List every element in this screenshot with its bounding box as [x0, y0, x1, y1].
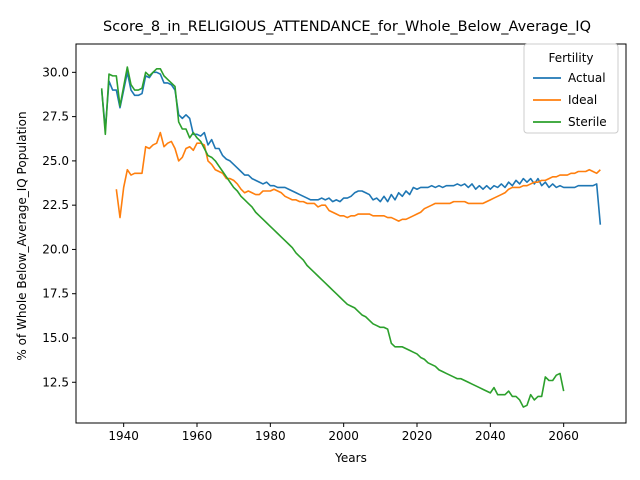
y-tick-label: 22.5 [42, 198, 69, 212]
x-axis-label: Years [334, 451, 367, 465]
axes-frame [75, 43, 627, 424]
legend-label-sterile: Sterile [568, 115, 607, 129]
plot-area [75, 43, 627, 424]
legend-box [523, 43, 619, 134]
x-tick-label: 2000 [328, 429, 359, 443]
y-tick-label: 20.0 [42, 242, 69, 256]
y-tick-label: 25.0 [42, 154, 69, 168]
series-layer [100, 66, 602, 408]
series-line-ideal [115, 131, 601, 222]
x-tick-label: 1980 [255, 429, 286, 443]
y-tick-label: 17.5 [42, 287, 69, 301]
y-axis: 12.5 15.0 17.5 20.0 22.5 25.0 27.5 30.0 [42, 65, 76, 389]
x-tick-label: 2040 [475, 429, 506, 443]
y-axis-label: % of Whole Below_Average_IQ Population [15, 111, 29, 360]
series-line-sterile [100, 66, 565, 408]
legend-label-actual: Actual [568, 71, 606, 85]
series-line-actual [100, 71, 602, 225]
x-axis: 1940 1960 1980 2000 2020 2040 2060 [108, 423, 579, 443]
y-tick-label: 12.5 [42, 375, 69, 389]
x-tick-label: 2020 [402, 429, 433, 443]
y-tick-label: 27.5 [42, 110, 69, 124]
legend-title: Fertility [548, 51, 593, 65]
chart-title: Score_8_in_RELIGIOUS_ATTENDANCE_for_Whol… [103, 19, 591, 35]
y-tick-label: 15.0 [42, 331, 69, 345]
legend: Fertility Actual Ideal Sterile [523, 43, 619, 134]
x-tick-label: 1960 [182, 429, 213, 443]
legend-label-ideal: Ideal [568, 93, 597, 107]
x-tick-label: 1940 [108, 429, 139, 443]
y-tick-label: 30.0 [42, 65, 69, 79]
x-tick-label: 2060 [548, 429, 579, 443]
